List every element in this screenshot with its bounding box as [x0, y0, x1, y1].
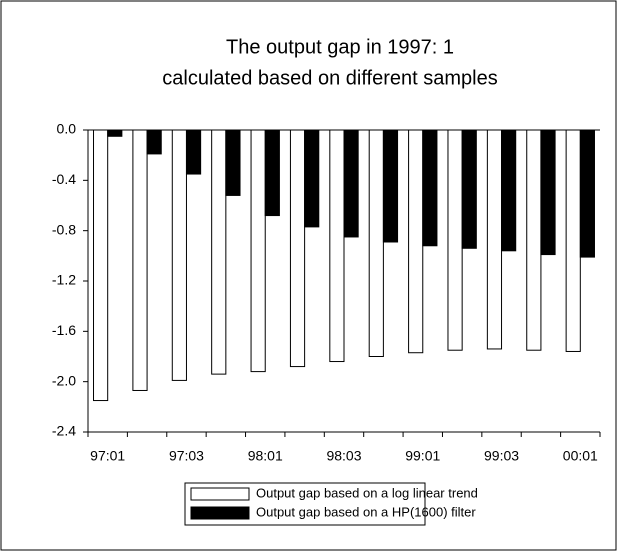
- y-tick-label: -0.8: [52, 221, 76, 237]
- y-tick-label: -2.4: [52, 423, 76, 439]
- bar: [146, 129, 162, 155]
- x-tick-label: 99:01: [405, 448, 440, 464]
- bar: [93, 129, 109, 402]
- bar: [329, 129, 345, 363]
- y-tick-label: 0.0: [57, 121, 77, 137]
- bar: [565, 129, 581, 352]
- x-tick-label: 99:03: [484, 448, 519, 464]
- bar: [225, 129, 241, 196]
- bar: [382, 129, 399, 243]
- bar: [579, 129, 595, 258]
- x-tick-label: 00:01: [563, 448, 598, 464]
- bar: [264, 129, 280, 217]
- bar: [447, 129, 463, 351]
- bar: [501, 129, 517, 252]
- bar: [132, 129, 148, 391]
- chart-title: calculated based on different samples: [162, 67, 497, 89]
- bar: [368, 129, 384, 357]
- y-tick-label: -1.6: [52, 322, 76, 338]
- legend-swatch: [190, 487, 250, 501]
- x-tick-label: 97:01: [90, 448, 125, 464]
- chart-title: The output gap in 1997: 1: [226, 36, 454, 58]
- bar: [171, 129, 187, 381]
- bar: [185, 129, 202, 175]
- bar: [343, 129, 359, 238]
- legend-label: Output gap based on a HP(1600) filter: [256, 504, 476, 519]
- x-tick-label: 98:03: [326, 448, 361, 464]
- bar: [422, 129, 438, 247]
- y-tick-label: -0.4: [52, 171, 76, 187]
- bar: [486, 129, 503, 350]
- bar: [107, 129, 123, 137]
- bar: [461, 129, 477, 249]
- bar: [408, 129, 424, 354]
- bar: [289, 129, 306, 368]
- bar: [526, 129, 542, 351]
- x-tick-label: 98:01: [248, 448, 283, 464]
- bar: [540, 129, 556, 256]
- legend-label: Output gap based on a log linear trend: [256, 485, 478, 500]
- y-tick-label: -2.0: [52, 372, 76, 388]
- x-tick-label: 97:03: [169, 448, 204, 464]
- y-tick-label: -1.2: [52, 272, 76, 288]
- bar: [250, 129, 266, 373]
- bar: [211, 129, 227, 375]
- legend-swatch: [190, 506, 250, 520]
- bar: [304, 129, 320, 228]
